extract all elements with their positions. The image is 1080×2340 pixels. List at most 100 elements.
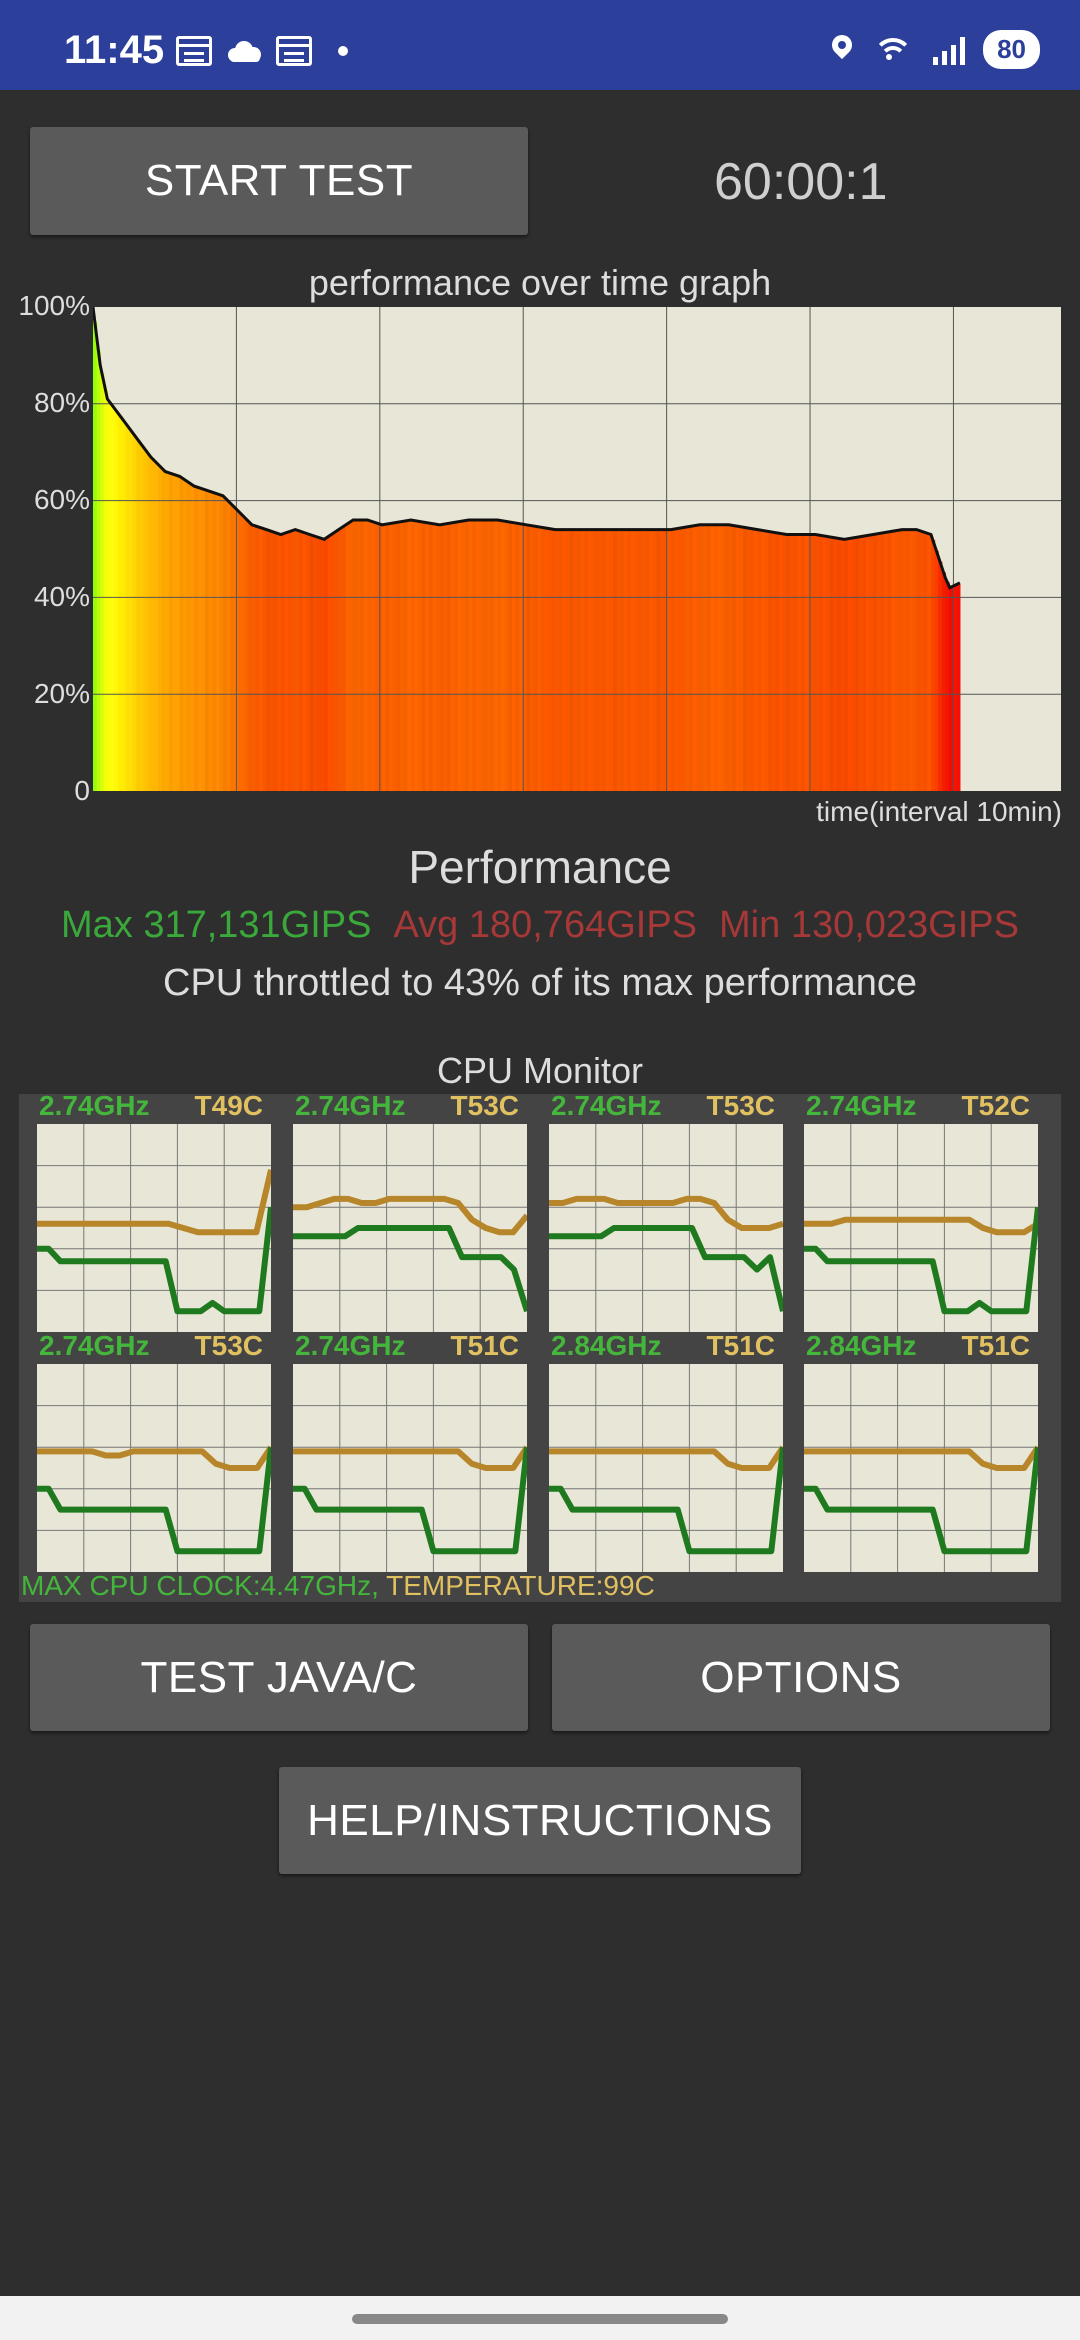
performance-fill-strip	[345, 523, 351, 791]
performance-fill-strip	[768, 531, 773, 791]
performance-fill-strip	[815, 534, 820, 791]
performance-fill-strip	[703, 524, 708, 791]
performance-fill-strip	[891, 531, 896, 791]
performance-fill-strip	[569, 529, 574, 791]
performance-fill-strip	[573, 529, 578, 791]
cpu-core-frequency: 2.74GHz	[39, 1090, 150, 1121]
performance-fill-strip	[667, 529, 672, 791]
test-timer: 60:00:1	[714, 153, 888, 211]
temperature-line	[293, 1445, 527, 1471]
performance-fill-strip	[685, 526, 690, 791]
performance-fill-strip	[876, 533, 882, 791]
performance-fill-strip	[230, 504, 235, 791]
cpu-core-graph	[549, 1124, 783, 1332]
performance-fill-strip	[407, 520, 412, 791]
performance-fill-strip	[172, 474, 177, 791]
cpu-core-header: 2.84GHz T51C	[549, 1330, 783, 1361]
temperature-line	[293, 1195, 527, 1236]
performance-fill-strip	[111, 406, 116, 791]
performance-fill-strip	[284, 532, 289, 791]
performance-fill-strip	[367, 520, 372, 791]
performance-fill-strip	[714, 524, 719, 791]
performance-fill-strip	[132, 435, 137, 791]
performance-fill-strip	[186, 482, 192, 791]
max-temperature: TEMPERATURE:99C	[386, 1570, 655, 1601]
performance-fill-strip	[819, 535, 824, 791]
performance-fill-strip	[544, 528, 549, 791]
frequency-line	[804, 1446, 1038, 1555]
cpu-graph-background	[37, 1124, 271, 1332]
performance-fill-strip	[208, 491, 213, 791]
cpu-core-header: 2.74GHz T53C	[293, 1090, 527, 1121]
performance-fill-strip	[479, 519, 484, 791]
cpu-core-graph	[37, 1124, 271, 1332]
performance-fill-strip	[165, 472, 170, 791]
performance-fill-strip	[670, 529, 676, 791]
max-performance: Max 317,131GIPS	[60, 904, 372, 946]
performance-fill-strip	[710, 524, 715, 791]
performance-fill-strip	[829, 537, 835, 791]
performance-fill	[93, 321, 961, 791]
performance-fill-strip	[916, 530, 921, 791]
performance-fill-strip	[158, 466, 163, 791]
performance-fill-strip	[461, 520, 466, 791]
performance-heading: Performance	[408, 841, 672, 893]
performance-fill-strip	[732, 525, 737, 791]
temperature-line	[804, 1445, 1038, 1471]
performance-graph	[93, 307, 1061, 791]
calendar-icon	[176, 36, 212, 66]
performance-fill-strip	[851, 537, 856, 791]
cpu-core-temperature: T52C	[961, 1090, 1030, 1121]
cpu-core-graph	[293, 1364, 527, 1572]
performance-fill-strip	[421, 522, 426, 791]
performance-fill-strip	[125, 425, 130, 791]
performance-fill-strip	[439, 524, 444, 791]
performance-fill-strip	[620, 529, 625, 791]
y-tick-label: 40%	[33, 581, 90, 612]
performance-fill-strip	[425, 522, 430, 791]
performance-fill-strip	[201, 489, 206, 791]
performance-fill-strip	[602, 529, 607, 791]
cpu-graph-background	[804, 1124, 1038, 1332]
performance-fill-strip	[562, 529, 567, 791]
performance-fill-strip	[168, 473, 174, 791]
performance-fill-strip	[400, 521, 405, 791]
performance-fill-strip	[204, 490, 210, 791]
performance-fill-strip	[349, 521, 354, 791]
options-button[interactable]: OPTIONS	[552, 1624, 1050, 1731]
test-java-c-button[interactable]: TEST JAVA/C	[30, 1624, 528, 1731]
performance-fill-strip	[753, 529, 759, 791]
cpu-core-header: 2.74GHz T49C	[37, 1090, 271, 1121]
start-test-button[interactable]: START TEST	[30, 127, 528, 235]
signal-icon	[933, 35, 966, 65]
performance-fill-strip	[587, 529, 593, 791]
performance-fill-strip	[739, 526, 744, 791]
performance-fill-strip	[526, 525, 531, 791]
cpu-core-frequency: 2.84GHz	[551, 1330, 662, 1361]
performance-fill-strip	[320, 538, 325, 791]
frequency-line	[37, 1206, 271, 1315]
help-instructions-button[interactable]: HELP/INSTRUCTIONS	[279, 1767, 801, 1874]
performance-fill-strip	[642, 529, 647, 791]
performance-fill-strip	[428, 523, 434, 791]
performance-fill-strip	[927, 533, 932, 791]
battery-badge: 80	[983, 30, 1040, 69]
performance-fill-strip	[136, 440, 141, 791]
home-gesture-handle[interactable]	[352, 2314, 728, 2324]
performance-fill-strip	[725, 524, 730, 791]
performance-fill-strip	[118, 415, 123, 791]
performance-fill-strip	[793, 534, 798, 791]
wifi-icon	[871, 34, 915, 66]
max-cpu-clock: MAX CPU CLOCK:4.47GHz,	[21, 1570, 379, 1601]
performance-fill-strip	[381, 524, 387, 791]
performance-fill-strip	[277, 533, 282, 791]
cpu-core-graph	[549, 1364, 783, 1572]
performance-fill-strip	[414, 520, 419, 791]
performance-fill-strip	[555, 529, 560, 791]
performance-fill-strip	[197, 487, 202, 791]
performance-fill-strip	[775, 532, 780, 791]
performance-fill-strip	[746, 528, 751, 791]
performance-fill-strip	[623, 529, 629, 791]
status-time: 11:45	[64, 28, 165, 72]
performance-fill-strip	[313, 536, 318, 791]
